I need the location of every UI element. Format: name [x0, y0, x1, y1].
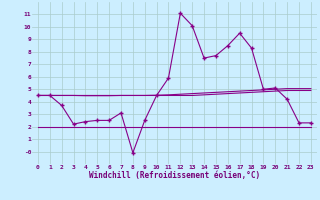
X-axis label: Windchill (Refroidissement éolien,°C): Windchill (Refroidissement éolien,°C): [89, 171, 260, 180]
